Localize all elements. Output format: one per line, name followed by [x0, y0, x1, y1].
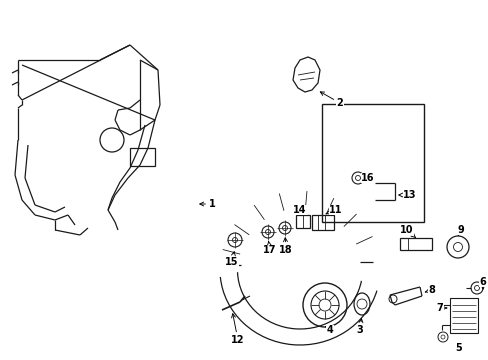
Text: 8: 8: [425, 285, 434, 295]
Text: 12: 12: [231, 314, 244, 345]
Bar: [449, 298, 477, 333]
Text: 6: 6: [479, 277, 486, 289]
Text: 3: 3: [356, 319, 363, 335]
Text: 10: 10: [400, 225, 415, 238]
Text: 13: 13: [398, 190, 416, 200]
Text: 1: 1: [200, 199, 215, 209]
Text: 17: 17: [263, 242, 276, 255]
Bar: [311, 215, 333, 230]
Text: 7: 7: [436, 303, 446, 313]
Text: 5: 5: [455, 343, 462, 353]
Text: 15: 15: [225, 252, 238, 267]
Text: 18: 18: [279, 238, 292, 255]
Text: 4: 4: [325, 325, 333, 335]
Text: 9: 9: [457, 225, 464, 235]
Text: 11: 11: [325, 205, 342, 215]
Bar: [321, 104, 423, 222]
Bar: [399, 238, 431, 250]
Text: 2: 2: [320, 92, 343, 108]
Text: 14: 14: [293, 205, 306, 215]
Bar: [295, 215, 309, 228]
Text: 16: 16: [361, 173, 374, 183]
Bar: [130, 148, 155, 166]
